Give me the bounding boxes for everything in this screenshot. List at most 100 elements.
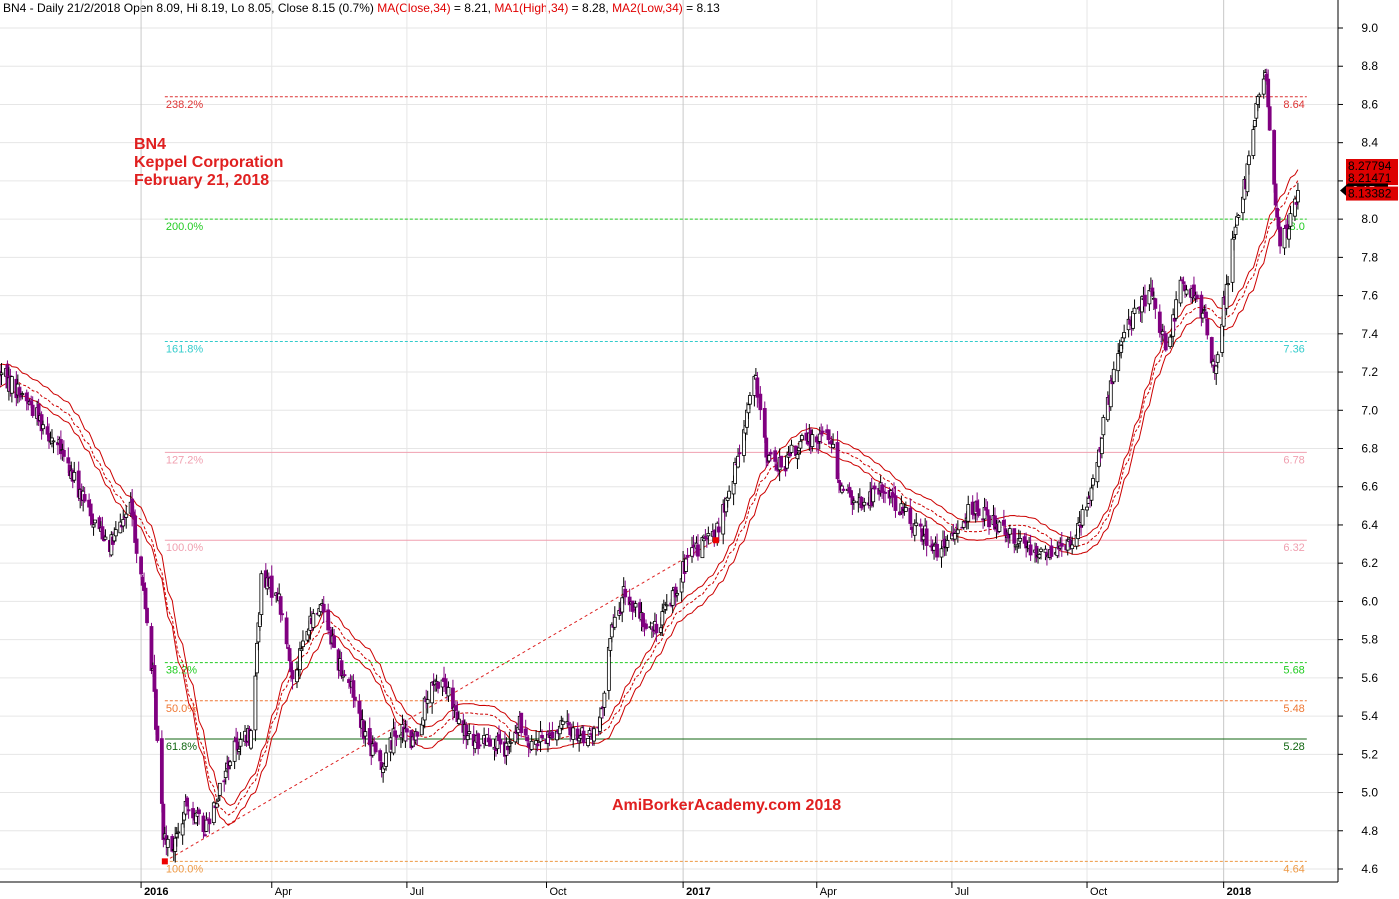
candle [586,738,590,748]
candle [1226,275,1231,287]
candle-body [284,617,289,645]
candle-body [893,495,898,511]
x-tick-label: Jul [955,886,969,898]
fib-level-label: 200.0% [166,221,204,233]
candle-body [373,742,378,753]
candle-body [654,623,659,634]
y-tick-label: 6.2 [1361,556,1378,570]
candle-body [311,613,316,628]
candle [670,587,675,614]
candle [384,744,389,771]
fib-level-label: 100.0% [166,542,204,554]
candle [1168,334,1173,349]
candle-body [1214,365,1219,374]
candle-body [61,449,66,457]
y-tick-label: 6.8 [1361,442,1378,456]
fib-level-value: 8.0 [1290,221,1305,233]
candle [113,521,118,542]
price-label-text: 8.27794 [1348,159,1392,173]
candle-body [1168,336,1173,347]
candle-body [143,587,148,610]
candle-body [685,554,690,558]
y-tick-label: 8.0 [1361,212,1378,226]
candle-body [301,640,305,648]
candle [284,611,289,648]
price-label-box [1346,159,1398,174]
candle-body [217,782,222,796]
candle-body [1224,283,1229,309]
candle-body [748,395,752,405]
candle-body [1174,299,1179,319]
candle [675,589,680,602]
header-ma1-label: MA1(High,34) [494,1,569,15]
candle-body [488,738,492,747]
candle-body [1007,528,1012,535]
candle [800,433,804,443]
candle [727,485,732,500]
y-tick-label: 7.8 [1361,250,1378,264]
candle-body [154,689,158,730]
candle-body [789,444,794,453]
candle-body [696,544,700,557]
candle-body [535,743,540,747]
candle-body [404,728,409,733]
candle [644,619,648,631]
candle-body [223,770,228,778]
candle-body [1251,129,1256,156]
candle [342,669,347,677]
candle [204,812,209,833]
candle-body [394,734,399,738]
candle-body [165,838,170,848]
candle-body [914,522,919,526]
candle [862,497,867,513]
candle-body [152,665,157,692]
candle-body [851,500,856,504]
candle [914,512,919,527]
candle-body [540,734,544,739]
candle [748,392,752,410]
candle-body [1080,509,1085,526]
candle-body [1178,279,1183,304]
candle [373,741,378,754]
candle-body [228,761,233,766]
watermark: AmiBorkerAcademy.com 2018 [612,797,841,814]
candle [654,614,659,642]
candle [301,630,305,651]
candle [0,363,4,386]
candle [1267,96,1272,131]
fib-level-label: 38.2% [166,665,197,677]
candle-body [20,393,25,395]
candle-body [269,575,274,598]
candle-body [1273,183,1278,206]
candle [779,455,784,468]
candle [1205,311,1210,340]
candle [290,666,295,690]
candle [1233,223,1238,240]
candle [51,439,56,454]
price-label-text: 8.21471 [1348,171,1392,185]
y-tick-label: 5.2 [1361,747,1378,761]
candle [415,731,420,746]
candle [321,596,326,623]
candle [1039,547,1043,560]
candle [161,801,166,848]
header-ma2-label: MA2(Low,34) [612,1,683,15]
fib-level-value: 6.32 [1283,542,1304,554]
candle [238,732,243,756]
candle [872,482,877,494]
candle-body [0,372,4,375]
candle [733,457,737,486]
candle [1091,474,1095,491]
candle-body [841,488,846,491]
candle-body [831,443,835,448]
fib-level-label: 238.2% [166,99,204,111]
candle-body [883,491,887,494]
candle-body [768,451,773,455]
candle [134,529,139,564]
candle-body [758,393,763,411]
candle-body [1261,78,1266,95]
candle-body [249,730,253,749]
candle [456,710,461,726]
candle-body [826,429,831,441]
